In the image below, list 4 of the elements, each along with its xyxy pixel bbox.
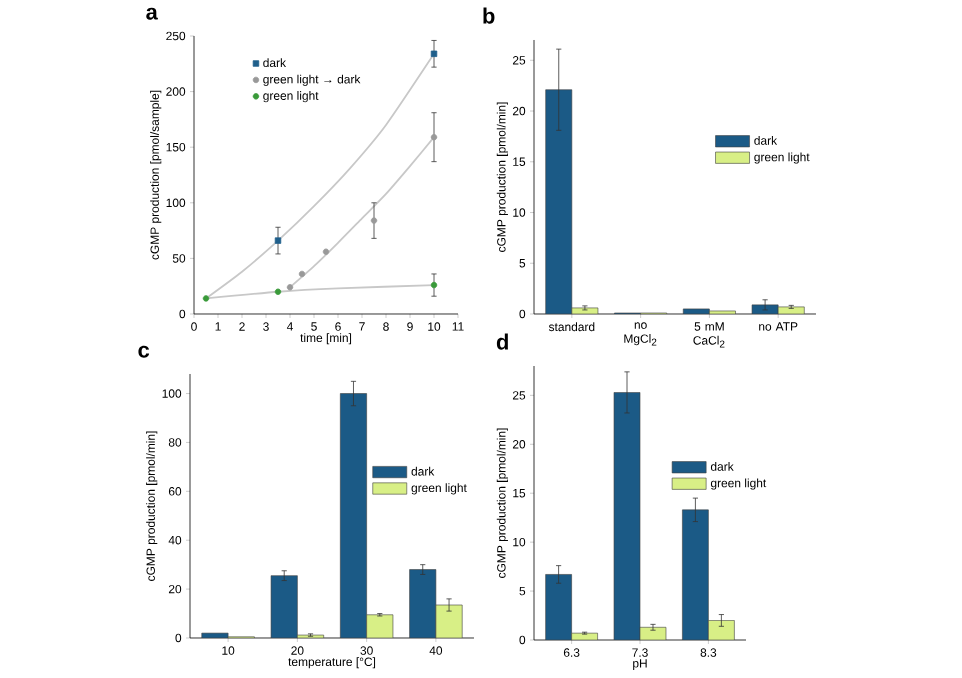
chart-title: a bbox=[146, 7, 158, 20]
chart-title: b bbox=[483, 7, 495, 24]
chart-title: d bbox=[496, 333, 508, 350]
chart-title: c bbox=[138, 345, 150, 358]
